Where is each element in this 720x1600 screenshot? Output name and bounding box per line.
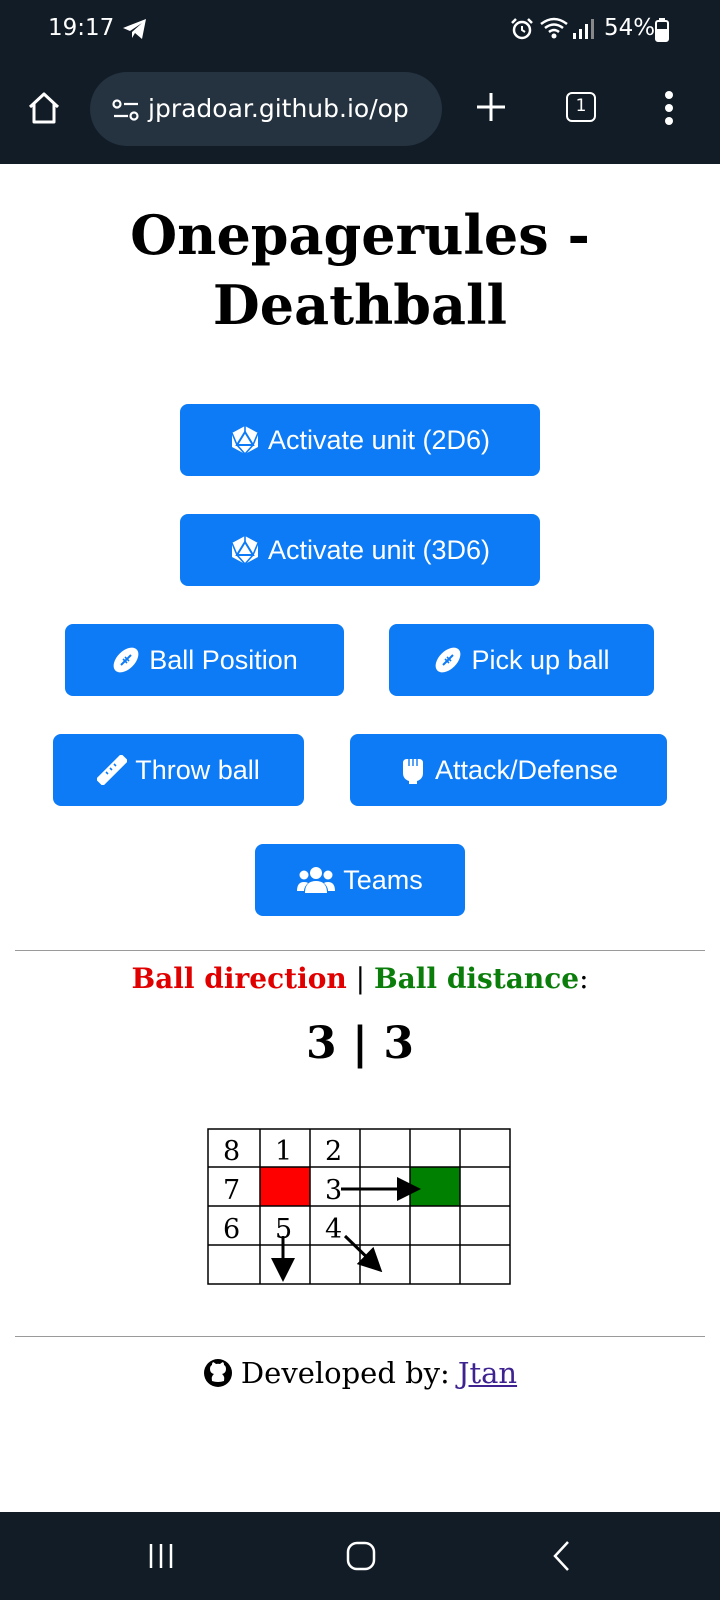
activate-unit-3d6-button[interactable]: Activate unit (3D6) — [180, 514, 540, 586]
button-label: Activate unit (3D6) — [267, 534, 491, 565]
grid-number-5: 5 — [275, 1214, 292, 1245]
browser-toolbar: jpradoar.github.io/op 1 — [0, 60, 720, 164]
pick-up-ball-button[interactable]: Pick up ball — [389, 624, 654, 696]
grid-number-2: 2 — [325, 1136, 342, 1167]
battery-percentage: 54% — [604, 15, 656, 41]
signal-icon — [573, 19, 594, 39]
diagram-grid — [207, 1128, 511, 1285]
ball-labels: Ball direction | Ball distance: — [0, 962, 720, 995]
footer: Developed by: Jtan — [0, 1356, 720, 1390]
system-nav-bar — [0, 1512, 720, 1600]
status-bar: 19:17 54% — [0, 0, 720, 60]
alarm-icon — [511, 18, 533, 40]
ball-direction-value: 3 — [306, 1018, 337, 1069]
button-label: Pick up ball — [471, 644, 610, 675]
site-settings-icon[interactable] — [112, 98, 140, 122]
home-icon[interactable] — [26, 90, 62, 126]
dice-d20-icon — [231, 426, 259, 455]
football-icon — [113, 647, 139, 673]
ball-distance-value: 3 — [383, 1018, 414, 1069]
recents-icon[interactable] — [148, 1542, 174, 1570]
back-icon[interactable] — [552, 1540, 572, 1572]
divider — [15, 1336, 705, 1337]
github-icon — [203, 1359, 232, 1387]
ball-direction-label: Ball direction — [131, 962, 347, 995]
center-cell — [260, 1167, 310, 1206]
ruler-icon — [97, 755, 128, 785]
telegram-icon — [123, 19, 146, 39]
new-tab-icon[interactable] — [474, 90, 508, 124]
url-bar[interactable]: jpradoar.github.io/op — [90, 72, 442, 146]
divider — [15, 950, 705, 951]
button-label: Attack/Defense — [434, 754, 619, 785]
ball-result: 3 | 3 — [0, 1018, 720, 1069]
button-label: Teams — [343, 864, 423, 895]
activate-unit-2d6-button[interactable]: Activate unit (2D6) — [180, 404, 540, 476]
wifi-icon — [540, 17, 568, 39]
football-icon — [436, 647, 461, 673]
fist-icon — [402, 759, 423, 784]
throw-ball-button[interactable]: Throw ball — [53, 734, 304, 806]
label-separator: | — [355, 962, 366, 995]
grid-number-3: 3 — [325, 1175, 342, 1206]
label-colon: : — [579, 962, 589, 995]
tab-switcher-button[interactable]: 1 — [566, 92, 596, 122]
target-cell — [410, 1167, 460, 1206]
nav-home-icon[interactable] — [346, 1541, 376, 1571]
users-icon — [297, 867, 336, 893]
ball-distance-label: Ball distance — [373, 962, 580, 995]
page-title: Onepagerules - Deathball — [130, 203, 590, 337]
dice-d20-icon — [231, 536, 259, 565]
ball-position-button[interactable]: Ball Position — [65, 624, 344, 696]
scatter-direction-diagram: 8 1 2 7 3 6 5 4 — [207, 1128, 511, 1285]
button-label: Activate unit (2D6) — [267, 424, 491, 455]
url-text: jpradoar.github.io/op — [148, 94, 409, 123]
result-separator: | — [351, 1018, 368, 1069]
footer-prefix: Developed by: — [240, 1356, 450, 1390]
grid-number-6: 6 — [223, 1214, 240, 1245]
grid-number-7: 7 — [223, 1175, 240, 1206]
teams-button[interactable]: Teams — [255, 844, 465, 916]
attack-defense-button[interactable]: Attack/Defense — [350, 734, 667, 806]
developer-link[interactable]: Jtan — [457, 1356, 518, 1390]
arrow-direction-4 — [343, 1234, 383, 1273]
button-label: Throw ball — [135, 754, 260, 785]
battery-icon — [655, 18, 669, 42]
grid-number-4: 4 — [325, 1214, 342, 1245]
grid-number-8: 8 — [223, 1136, 240, 1167]
more-options-icon[interactable] — [664, 90, 674, 126]
button-label: Ball Position — [149, 644, 298, 675]
grid-number-1: 1 — [275, 1136, 292, 1167]
status-time: 19:17 — [48, 15, 115, 41]
